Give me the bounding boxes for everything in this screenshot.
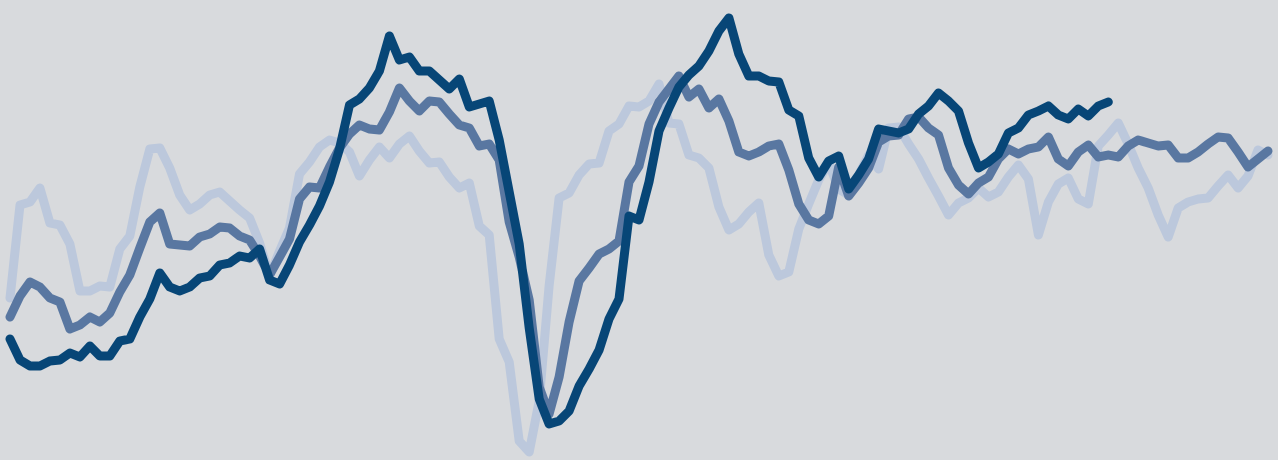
series-line-1 <box>5 79 1273 457</box>
series-line-3 <box>5 13 1113 429</box>
series-line-2 <box>5 71 1273 419</box>
series-layer <box>5 13 1273 457</box>
